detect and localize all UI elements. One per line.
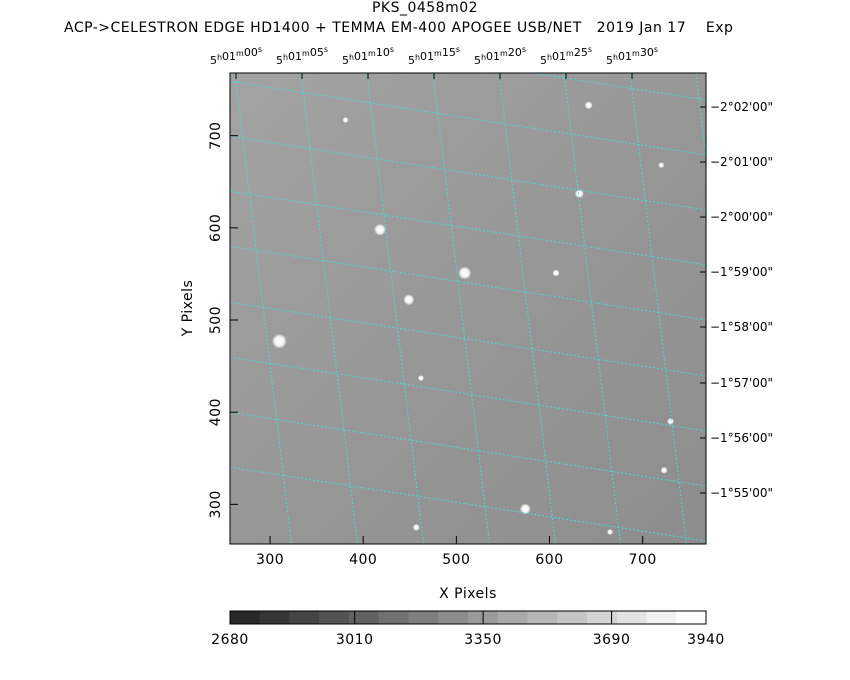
dec-tick-label: −1°58'00"	[710, 320, 773, 334]
chart-title: PKS_0458m02	[371, 0, 479, 16]
ra-tick-label: 5h01m05s	[276, 45, 328, 67]
ra-tick-label: 5h01m10s	[342, 45, 394, 67]
x-tick-label: 300	[256, 552, 284, 568]
star-3	[458, 266, 472, 280]
colorbar-swatch	[438, 611, 469, 624]
coordinate-grid	[230, 73, 706, 544]
chart-subtitle: ACP->CELESTRON EDGE HD1400 + TEMMA EM-40…	[64, 20, 734, 36]
plot-frame	[229, 72, 707, 545]
colorbar-swatch	[259, 611, 290, 624]
ra-grid-line	[432, 73, 490, 544]
y-axis-label: Y Pixels	[180, 280, 196, 338]
star-5	[519, 503, 531, 515]
dec-grid-line	[230, 301, 706, 377]
colorbar-swatch	[676, 611, 707, 624]
dec-grid-line	[230, 466, 706, 542]
x-tick-label: 700	[629, 552, 657, 568]
y-tick-label: 400	[208, 398, 224, 426]
dec-tick-label: −2°00'00"	[710, 210, 773, 224]
colorbar-swatch	[527, 611, 558, 624]
star-8	[584, 101, 593, 110]
y-tick-label: 700	[208, 122, 224, 150]
ra-grid-line	[234, 73, 292, 544]
ra-tick-label: 5h01m25s	[540, 45, 592, 67]
dec-tick-label: −1°59'00"	[710, 265, 773, 279]
x-tick-label: 500	[442, 552, 470, 568]
x-axis-label: X Pixels	[439, 586, 497, 602]
stars-layer	[271, 101, 675, 536]
axes-layer: 300 400 500 600 700 300 400 500 600 700 5h01m00s 5h…	[208, 45, 773, 568]
colorbar-swatch	[408, 611, 439, 624]
ra-grid-line	[563, 73, 621, 544]
colorbar-swatch	[587, 611, 618, 624]
y-tick-label: 500	[208, 306, 224, 334]
colorbar-swatch	[230, 611, 261, 624]
ra-grid-line	[498, 73, 556, 544]
dec-tick-label: −2°01'00"	[710, 155, 773, 169]
colorbar-swatch	[349, 611, 380, 624]
colorbar-label: 2680	[211, 632, 249, 648]
star-15	[342, 117, 349, 124]
colorbar-label: 3690	[593, 632, 631, 648]
colorbar-label: 3010	[336, 632, 374, 648]
ra-tick-label: 5h01m15s	[408, 45, 460, 67]
ra-grid-line	[629, 73, 687, 544]
colorbar-label: 3350	[464, 632, 502, 648]
ra-tick-label: 5h01m00s	[210, 45, 262, 67]
colorbar-swatch	[646, 611, 677, 624]
colorbar-swatch	[378, 611, 409, 624]
dec-grid-line	[230, 190, 706, 266]
dec-tick-label: −2°02'00"	[710, 100, 773, 114]
ra-grid-line	[300, 73, 358, 544]
star-4	[403, 294, 415, 306]
star-12	[417, 375, 424, 382]
star-6	[574, 189, 584, 199]
star-11	[660, 466, 668, 474]
dec-grid-line	[230, 356, 706, 432]
star-7	[552, 269, 560, 277]
colorbar-swatch	[319, 611, 350, 624]
x-tick-label: 400	[349, 552, 377, 568]
colorbar-swatch	[557, 611, 588, 624]
sky-image	[230, 73, 706, 544]
colorbar: 2680 3010 3350 3690 3940	[211, 610, 725, 648]
dec-tick-label: −1°55'00"	[710, 486, 773, 500]
colorbar-label: 3940	[687, 632, 725, 648]
star-13	[412, 523, 420, 531]
ra-grid-line	[366, 73, 424, 544]
dec-tick-label: −1°57'00"	[710, 376, 773, 390]
dec-grid-line	[230, 411, 706, 487]
star-10	[667, 417, 675, 425]
colorbar-swatch	[497, 611, 528, 624]
dec-grid-line	[230, 245, 706, 321]
colorbar-swatch	[289, 611, 320, 624]
ra-tick-label: 5h01m30s	[606, 45, 658, 67]
x-tick-label: 600	[535, 552, 563, 568]
star-2	[373, 223, 386, 236]
dec-tick-label: −1°56'00"	[710, 431, 773, 445]
star-1	[271, 333, 287, 349]
star-14	[607, 529, 614, 536]
dec-grid-line	[230, 135, 706, 211]
colorbar-swatch	[616, 611, 647, 624]
dec-grid-line	[528, 73, 706, 101]
dec-grid-line	[230, 80, 706, 156]
y-tick-label: 600	[208, 214, 224, 242]
y-tick-label: 300	[208, 490, 224, 518]
ra-tick-label: 5h01m20s	[474, 45, 526, 67]
star-9	[658, 162, 665, 169]
